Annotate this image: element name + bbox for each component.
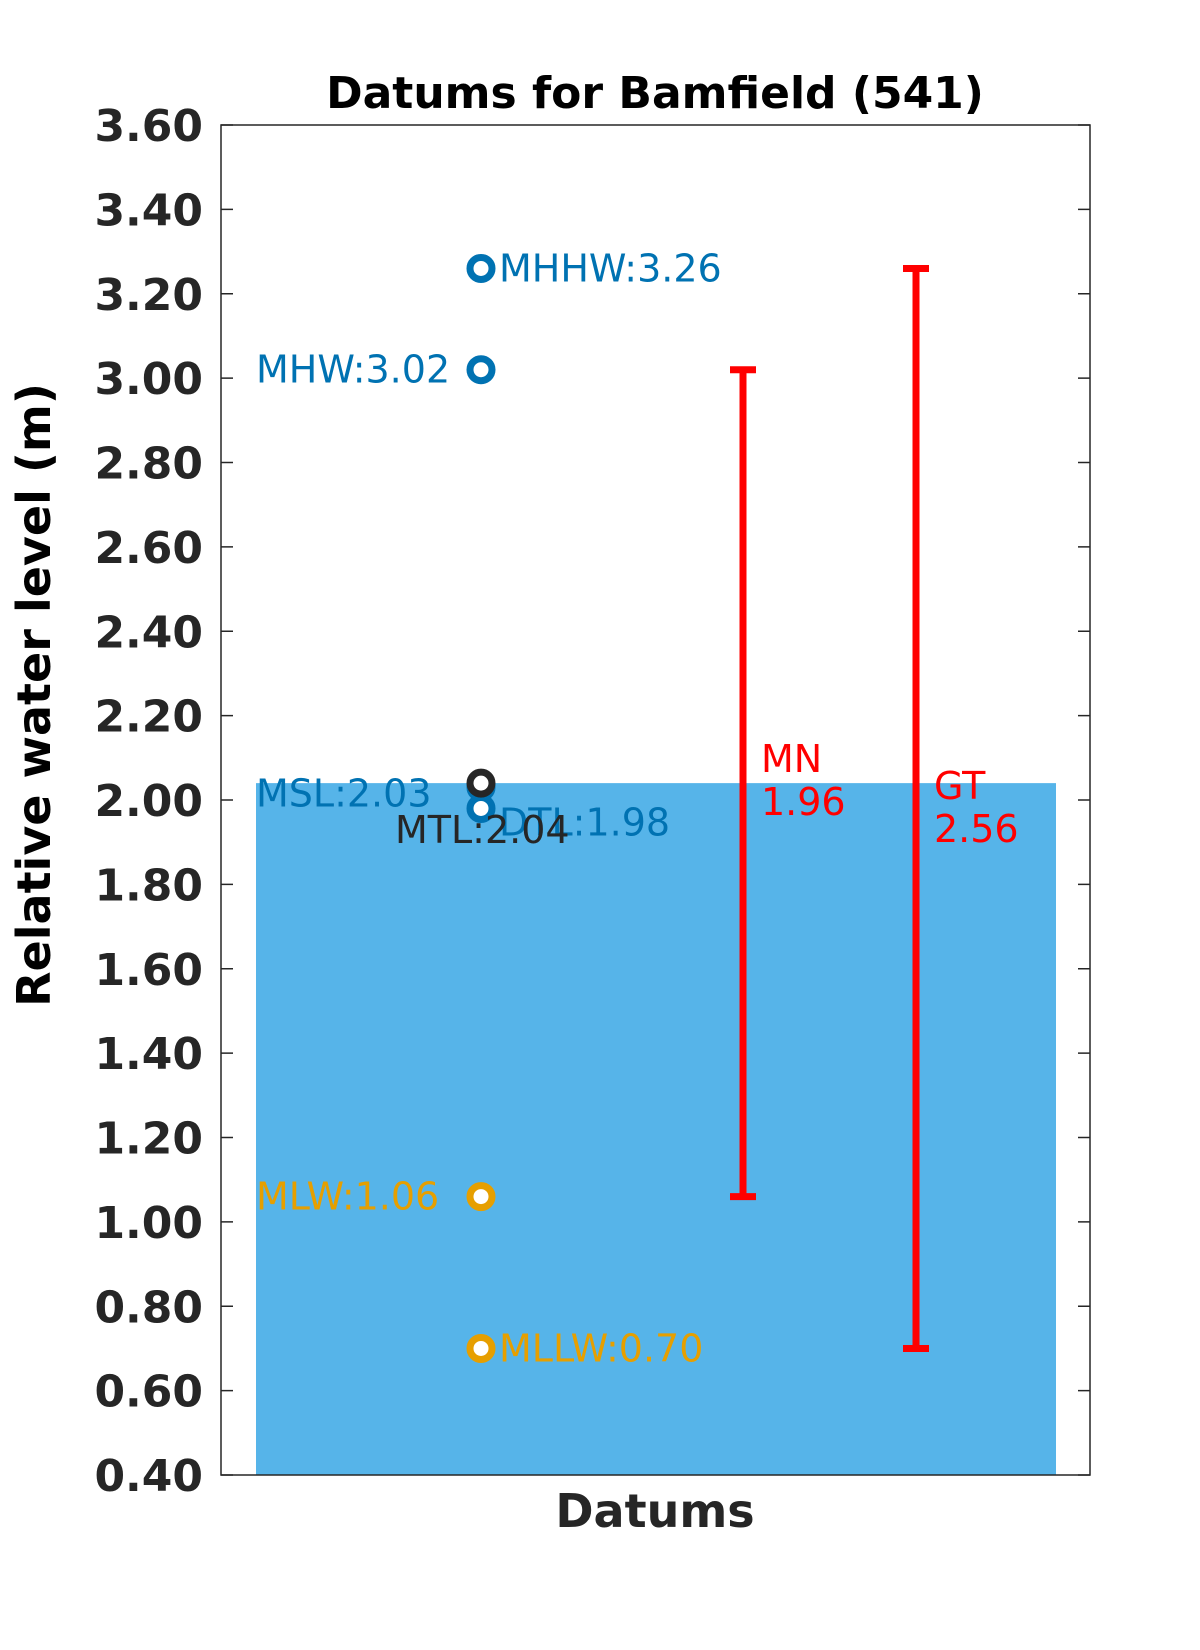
y-tick-label: 2.80 [94, 439, 203, 490]
x-axis-label: Datums [555, 1484, 754, 1538]
y-tick-label: 3.60 [94, 101, 203, 152]
bar-mtl [256, 783, 1056, 1475]
datum-label-msl: MSL:2.03 [256, 771, 432, 815]
y-tick-label: 3.00 [94, 354, 203, 405]
marker-mhhw [466, 253, 496, 283]
range-mn-label: MN [761, 737, 822, 781]
y-axis-label: Relative water level (m) [7, 383, 61, 1007]
datum-label-mllw: MLLW:0.70 [499, 1326, 703, 1370]
y-tick-label: 0.80 [94, 1282, 203, 1333]
range-gt-value: 2.56 [934, 807, 1019, 851]
datum-label-mhhw: MHHW:3.26 [499, 246, 722, 290]
marker-mlw [466, 1182, 496, 1212]
marker-mtl [466, 768, 496, 798]
y-tick-label: 2.40 [94, 607, 203, 658]
marker-mhw [466, 355, 496, 385]
y-tick-label: 2.60 [94, 523, 203, 574]
y-tick-label: 1.80 [94, 860, 203, 911]
y-tick-label: 3.40 [94, 185, 203, 236]
datum-label-mlw: MLW:1.06 [256, 1175, 439, 1219]
y-tick-label: 1.60 [94, 945, 203, 996]
y-tick-label: 2.00 [94, 776, 203, 827]
y-tick-label: 3.20 [94, 270, 203, 321]
y-tick-label: 0.60 [94, 1367, 203, 1418]
datum-label-dtl: DTL:1.98 [499, 800, 670, 844]
y-tick-label: 1.40 [94, 1029, 203, 1080]
range-gt-label: GT [934, 764, 986, 808]
y-tick-label: 2.20 [94, 692, 203, 743]
plot-area: 0.40 0.60 0.80 1.00 1.20 1.40 1.60 1.80 2.00 2.20… [94, 101, 1091, 1502]
y-tick-label: 0.40 [94, 1451, 203, 1502]
datum-label-mhw: MHW:3.02 [256, 348, 450, 392]
y-tick-label: 1.20 [94, 1114, 203, 1165]
y-tick-label: 1.00 [94, 1198, 203, 1249]
marker-mllw [466, 1333, 496, 1363]
chart-title: Datums for Bamfield (541) [326, 68, 984, 119]
range-mn-value: 1.96 [761, 780, 846, 824]
datum-label-mtl: MTL:2.04 [395, 808, 570, 852]
